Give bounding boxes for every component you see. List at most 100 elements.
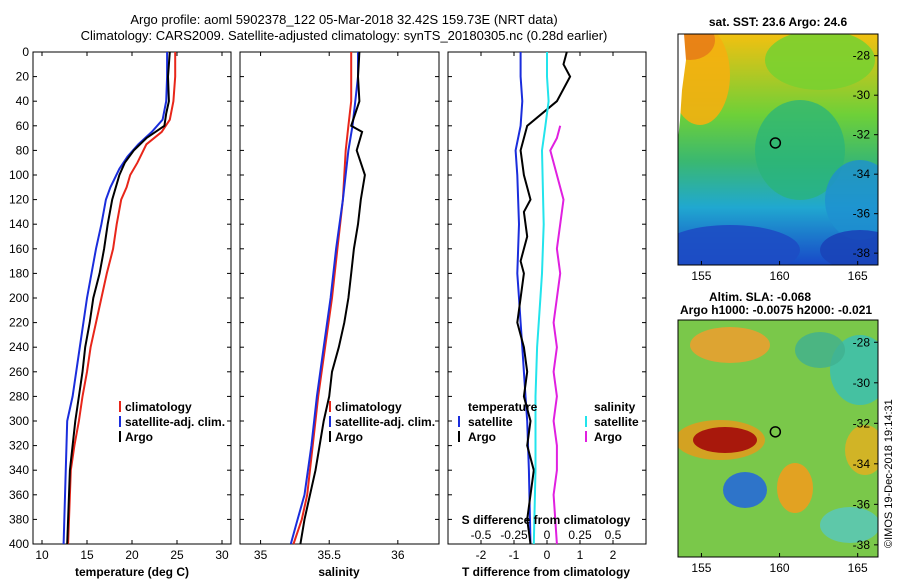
cool-water [825, 160, 878, 240]
x-tick-label: -2 [476, 548, 487, 562]
argo-location-marker [769, 137, 782, 149]
y-tick-label: 80 [16, 143, 30, 157]
top-tick-label: 0.25 [568, 528, 592, 542]
series-line-salinity-satellite [532, 52, 550, 545]
sla-map-ticks: 155 160 165 -28 -30 -32 -34 -36 -38 [691, 335, 878, 575]
title-line-1: Argo profile: aoml 5902378_122 05-Mar-20… [130, 12, 557, 27]
lat-tick-label: -32 [853, 416, 871, 430]
y-tick-label: 280 [9, 389, 29, 403]
sla-map-subtitle: Argo h1000: -0.0075 h2000: -0.021 [680, 303, 872, 317]
imos-watermark: ©IMOS 19-Dec-2018 19:14:31 [883, 399, 895, 548]
salinity-legend: climatology satellite-adj. clim. Argo [329, 400, 435, 444]
low-anomaly-south [820, 507, 878, 543]
x-tick-label: 2 [610, 548, 617, 562]
lat-tick-label: -36 [853, 497, 871, 511]
y-tick-label: 0 [22, 45, 29, 59]
warm-eddy-south [777, 463, 813, 513]
series-line-argo [66, 51, 171, 545]
sst-map-panel: sat. SST: 23.6 Argo: 24.6 155 160 165 -28 -3… [677, 15, 879, 283]
lat-tick-label: -38 [853, 246, 871, 260]
y-tick-label: 380 [9, 512, 29, 526]
x-tick-label: 0 [544, 548, 551, 562]
difference-plot-frame [447, 51, 647, 545]
legend-swatch-argo [119, 431, 121, 442]
salinity-series [289, 51, 366, 545]
lat-tick-label: -34 [853, 457, 871, 471]
y-tick-label: 100 [9, 168, 29, 182]
depth-axis-ticks: 0 20 40 60 80 100 120 140 160 180 200 220 240 260 280 3… [9, 45, 29, 551]
salinity-difference-label: S difference from climatology [462, 513, 631, 527]
x-tick-label: 1 [577, 548, 584, 562]
lat-tick-label: -28 [853, 335, 871, 349]
y-tick-label: 40 [16, 94, 30, 108]
legend-label-satellite-adj: satellite-adj. clim. [125, 415, 225, 429]
x-tick-label: 15 [80, 548, 94, 562]
legend-title-salinity: salinity [594, 400, 636, 414]
lat-tick-label: -30 [853, 376, 871, 390]
legend-label-temp-satellite: satellite [468, 415, 513, 429]
y-tick-label: 240 [9, 340, 29, 354]
lon-tick-label: 160 [770, 561, 790, 575]
sla-map-panel: Altim. SLA: -0.068 Argo h1000: -0.0075 h… [677, 290, 879, 575]
legend-swatch-temp-argo [458, 431, 460, 442]
x-tick-label: 30 [215, 548, 229, 562]
temperature-plot-frame [32, 51, 232, 545]
low-anomaly-north-east [795, 332, 845, 368]
series-line-satellite-adj-clim- [289, 52, 359, 545]
salinity-difference-ticks: -0.5 -0.25 0 0.25 0.5 [471, 528, 622, 542]
series-line-climatology [67, 52, 177, 545]
y-tick-label: 400 [9, 537, 29, 551]
temperature-panel: 0 20 40 60 80 100 120 140 160 180 200 220 240 260 280 3… [9, 45, 232, 579]
lon-tick-label: 165 [848, 269, 868, 283]
legend-label-sal-satellite: satellite [594, 415, 639, 429]
warm-eddy-east [845, 425, 878, 475]
salinity-axis-ticks: 35 35.5 36 [240, 51, 439, 562]
lat-tick-label: -34 [853, 167, 871, 181]
lat-tick-label: -28 [853, 49, 871, 63]
legend-swatch-satellite-adj [119, 416, 121, 427]
x-tick-label: 35.5 [318, 548, 342, 562]
lon-tick-label: 155 [691, 269, 711, 283]
legend-label-satellite-adj: satellite-adj. clim. [335, 415, 435, 429]
legend-swatch-temp-satellite [458, 416, 460, 427]
y-tick-label: 340 [9, 463, 29, 477]
difference-panel: -2 -1 0 1 2 S difference from climatology -0… [447, 51, 647, 579]
temperature-legend: climatology satellite-adj. clim. Argo [119, 400, 225, 444]
y-tick-label: 360 [9, 488, 29, 502]
sst-map-frame [677, 33, 879, 266]
x-tick-label: 36 [391, 548, 405, 562]
argo-location-marker [769, 426, 782, 438]
series-line-argo [299, 51, 366, 545]
legend-label-argo: Argo [125, 430, 153, 444]
y-tick-label: 120 [9, 193, 29, 207]
salinity-xlabel: salinity [318, 565, 360, 579]
legend-label-climatology: climatology [125, 400, 192, 414]
temperature-difference-label: T difference from climatology [462, 565, 630, 579]
lat-tick-label: -30 [853, 88, 871, 102]
cold-water-east [820, 230, 878, 265]
salinity-plot-frame [239, 51, 440, 545]
y-tick-label: 300 [9, 414, 29, 428]
x-tick-label: 20 [125, 548, 139, 562]
sla-map-image [678, 320, 878, 557]
x-tick-label: 35 [254, 548, 268, 562]
y-tick-label: 260 [9, 365, 29, 379]
sst-map-title: sat. SST: 23.6 Argo: 24.6 [709, 15, 848, 29]
high-anomaly-north [690, 327, 770, 363]
coastline-land [678, 34, 686, 140]
sst-map-image [678, 34, 878, 265]
legend-title-temperature: temperature [468, 400, 538, 414]
legend-swatch-sal-argo [585, 431, 587, 442]
sla-map-title: Altim. SLA: -0.068 [709, 290, 811, 304]
series-line-satellite-adj-clim- [62, 52, 169, 545]
y-tick-label: 220 [9, 316, 29, 330]
warm-core-eddy [693, 427, 757, 453]
lat-tick-label: -32 [853, 128, 871, 142]
lon-tick-label: 165 [848, 561, 868, 575]
cold-water [678, 225, 800, 265]
top-tick-label: 0 [544, 528, 551, 542]
y-tick-label: 320 [9, 439, 29, 453]
series-line-salinity-argo [549, 125, 565, 545]
legend-swatch-climatology [329, 401, 331, 412]
legend-label-argo: Argo [335, 430, 363, 444]
